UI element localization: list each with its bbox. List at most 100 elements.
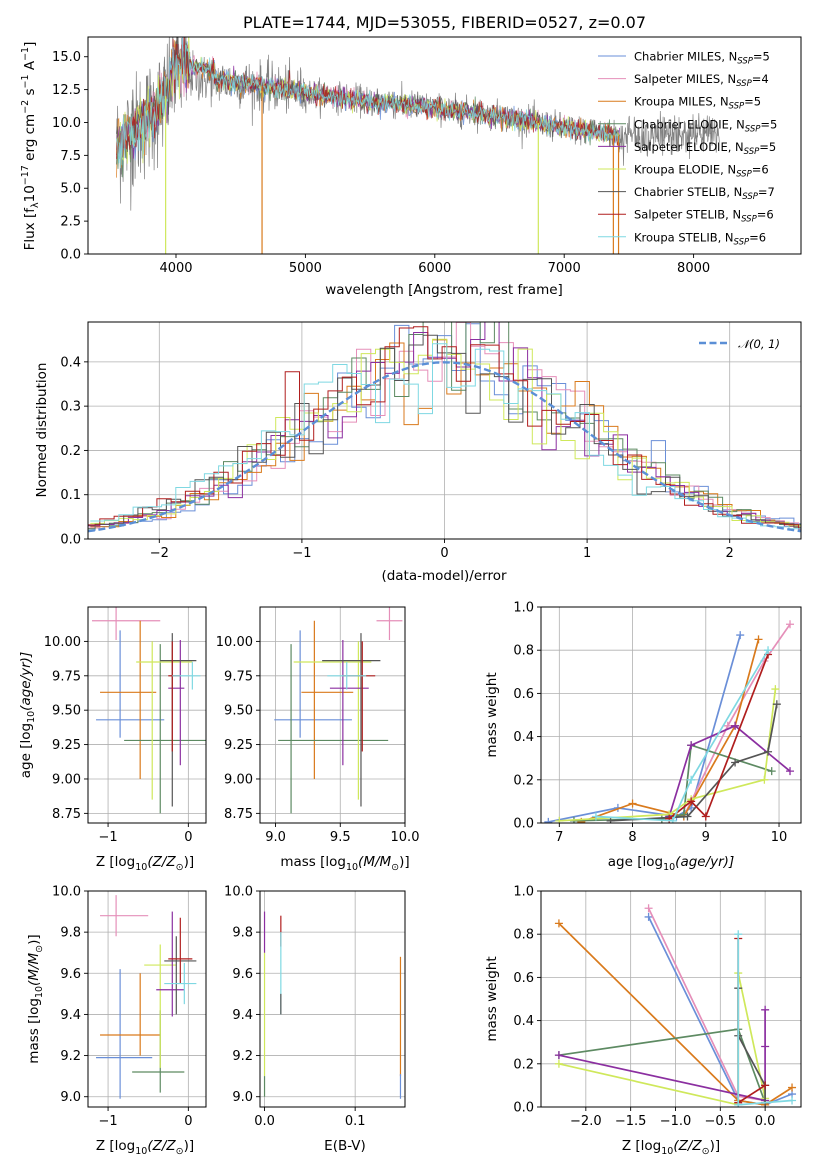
weight-marker <box>687 741 696 750</box>
label-part: )] <box>184 854 195 870</box>
x-axis-label: Z [log10(Z/Z⊙)] <box>96 1138 194 1157</box>
legend-entry: Chabrier STELIB, NSSP=7 <box>634 185 775 202</box>
x-tick-label: 4000 <box>159 261 192 276</box>
weight-line-salpeter-miles <box>683 623 791 817</box>
x-tick-label: 10 <box>771 830 788 845</box>
x-tick-label: 10.0 <box>391 830 420 845</box>
y-tick-label: 9.50 <box>52 704 81 719</box>
label-part: (Z/Z <box>673 1138 702 1154</box>
weight-marker <box>767 767 776 776</box>
label-part: Kroupa MILES, N <box>634 95 729 109</box>
axes-frame <box>540 606 802 824</box>
weight-line-kroupa-stelib <box>595 649 769 822</box>
y-tick-label: 0.0 <box>60 248 81 263</box>
weight-marker <box>554 1059 563 1068</box>
axes-frame <box>540 890 802 1108</box>
weight-marker <box>761 1081 770 1090</box>
label-part: ⊙ <box>34 945 45 953</box>
hist-kroupa-miles <box>90 339 801 528</box>
label-part: erg cm <box>22 114 38 165</box>
label-part: =5 <box>760 117 777 131</box>
model-chabrier-stelib <box>116 37 620 155</box>
label-part: SSP <box>744 147 760 157</box>
label-part: mass [log <box>26 998 42 1064</box>
weight-line-kroupa-elodie <box>559 688 777 822</box>
weight-vs-Z-plot <box>554 904 797 1107</box>
weight-marker <box>771 685 780 694</box>
y-tick-label: 1.0 <box>513 601 534 616</box>
label-part: =4 <box>752 72 769 86</box>
label-part: Flux [f <box>22 207 38 251</box>
label-part: Salpeter ELODIE, N <box>634 140 744 154</box>
weight-line-chabrier-elodie <box>573 744 772 822</box>
legend: Chabrier MILES, N SSP =5 Salpeter MILES, N S… <box>598 50 777 247</box>
weight-marker <box>555 816 564 823</box>
y-tick-label: 2.5 <box>60 215 81 230</box>
x-axis-label: E(B-V) <box>324 1138 366 1154</box>
label-part: ] <box>22 42 38 47</box>
label-part: =6 <box>752 163 769 177</box>
label-part: 10 <box>34 986 45 998</box>
y-tick-label: 9.25 <box>52 738 81 753</box>
label-part: λ <box>30 202 41 208</box>
y-tick-label: 9.00 <box>52 772 81 787</box>
x-tick-label: 0.1 <box>345 1114 366 1129</box>
spectrum-axes: 4000 5000 6000 7000 8000 0.0 2.5 5.0 7.5 10.0 12.5… <box>52 36 802 276</box>
label-part: Kroupa STELIB, N <box>634 230 734 244</box>
y-tick-label: 8.75 <box>224 807 253 822</box>
age-vs-mass-plot <box>274 607 403 814</box>
x-tick-label: 2 <box>726 546 734 561</box>
y-tick-label: 0.6 <box>513 971 534 986</box>
legend-entry: Kroupa ELODIE, NSSP=6 <box>634 163 769 180</box>
weight-marker <box>761 1042 770 1051</box>
chart-title: PLATE=1744, MJD=53055, FIBERID=0527, z=0… <box>243 13 646 32</box>
label-part: age [log <box>18 723 34 778</box>
legend-entry: Kroupa MILES, NSSP=5 <box>634 95 761 112</box>
x-axis-label: age [log10(age/yr)] <box>608 854 734 873</box>
weight-marker <box>644 912 653 921</box>
age-vs-mass-axes: 9.0 9.5 10.0 8.75 9.00 9.25 9.50 9.75 10.00 <box>216 606 420 845</box>
weight-marker <box>788 1083 797 1092</box>
y-tick-label: 10.0 <box>224 885 253 900</box>
label-part: )] <box>399 854 410 870</box>
y-tick-label: 9.75 <box>52 669 81 684</box>
label-part: 10 <box>661 1146 673 1157</box>
weight-marker <box>544 817 553 823</box>
legend-entry: Salpeter STELIB, NSSP=6 <box>634 208 774 225</box>
label-part: ⊙ <box>176 1146 184 1157</box>
label-part: Salpeter MILES, N <box>634 72 736 86</box>
y-tick-label: 0.8 <box>513 928 534 943</box>
label-part: =5 <box>753 50 770 64</box>
weight-line-kroupa-miles <box>558 922 793 1106</box>
x-tick-label: −1 <box>98 830 117 845</box>
label-part: Chabrier STELIB, N <box>634 185 742 199</box>
label-part: (M/M <box>358 854 391 870</box>
y-tick-label: 10.0 <box>52 885 81 900</box>
y-tick-label: 0.0 <box>513 1101 534 1116</box>
y-tick-label: 15.0 <box>52 50 81 65</box>
model-salpeter-stelib <box>116 37 620 159</box>
weight-line-chabrier-stelib <box>737 988 766 1103</box>
y-tick-label: 1.0 <box>513 885 534 900</box>
mass-vs-EBV-plot <box>263 911 402 1099</box>
x-tick-label: 6000 <box>418 261 451 276</box>
y-tick-label: 0.4 <box>513 730 534 745</box>
axes-frame <box>87 36 802 255</box>
model-kroupa-stelib <box>116 37 620 169</box>
y-tick-label: 9.6 <box>232 967 253 982</box>
x-tick-label: 0 <box>184 1114 192 1129</box>
label-part: 10 <box>135 1146 147 1157</box>
spectrum-plot <box>116 37 720 254</box>
label-part: ⊙ <box>702 1146 710 1157</box>
y-tick-label: 0.2 <box>60 444 81 459</box>
weight-line-salpeter-stelib <box>668 654 769 820</box>
label-part: (age/yr)] <box>675 854 734 870</box>
y-axis-label: mass weight <box>484 672 500 757</box>
label-part: −1 <box>20 74 31 88</box>
label-part: mass weight <box>484 956 500 1041</box>
y-tick-label: 9.75 <box>224 669 253 684</box>
mass-vs-Z-axes: −1 0 9.0 9.2 9.4 9.6 9.8 10.0 <box>52 885 207 1129</box>
label-part: SSP <box>742 192 758 202</box>
y-tick-label: 0.0 <box>513 817 534 832</box>
label-part: Chabrier MILES, N <box>634 50 737 64</box>
